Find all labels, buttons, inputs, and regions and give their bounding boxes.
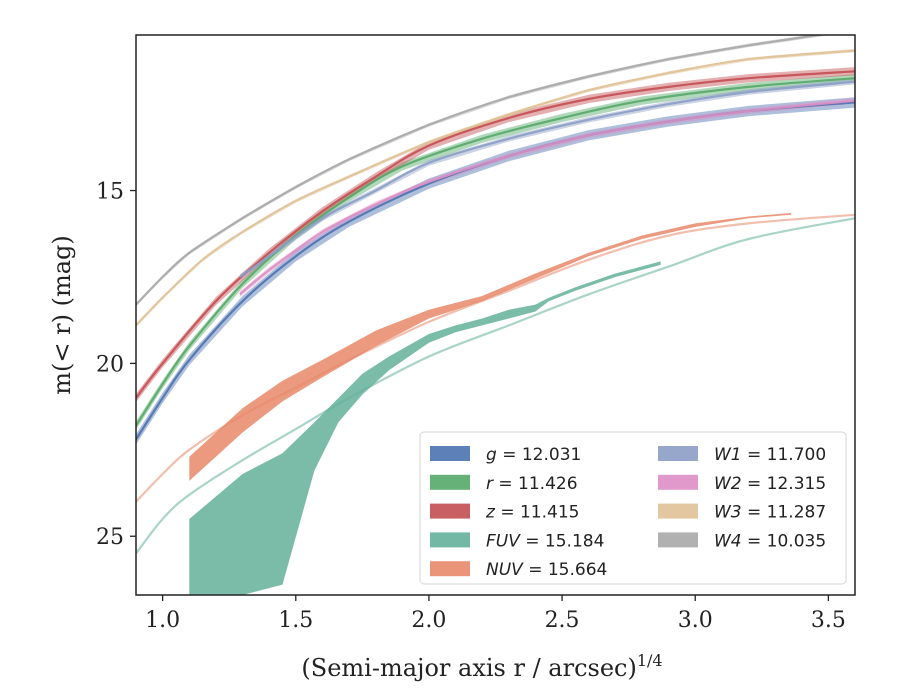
series-bands <box>136 35 855 595</box>
band-z <box>136 67 855 403</box>
line-w1 <box>239 80 855 278</box>
y-axis: 15 20 25 <box>96 180 136 550</box>
legend-swatch <box>430 532 470 548</box>
legend-swatch <box>430 503 470 519</box>
legend-label: W3 = 11.287 <box>714 503 826 523</box>
legend-label: g = 12.031 <box>486 445 581 465</box>
band-w4 <box>136 35 832 307</box>
legend-label: W4 = 10.035 <box>714 531 826 551</box>
legend-swatch <box>658 446 698 461</box>
legend-swatch <box>658 474 698 490</box>
x-tick-label: 2.5 <box>545 608 580 633</box>
x-axis-title: (Semi-major axis r / arcsec)1/4 <box>301 651 662 682</box>
x-tick-label: 3.5 <box>811 608 846 633</box>
y-axis-title: m(< r) (mag) <box>48 235 76 394</box>
y-tick-label: 15 <box>96 180 124 205</box>
line-fuv-extended <box>136 217 855 555</box>
band-g <box>136 97 855 445</box>
x-tick-label: 1.0 <box>145 608 180 633</box>
legend-item-w4: W4 = 10.035 <box>658 531 826 551</box>
legend-swatch <box>658 532 698 548</box>
x-axis: 1.0 1.5 2.0 2.5 3.0 3.5 <box>145 595 846 633</box>
legend-label: NUV = 15.664 <box>486 560 607 580</box>
legend-item-w1: W1 = 11.700 <box>658 445 826 465</box>
band-fuv <box>189 261 661 595</box>
x-tick-label: 3.0 <box>678 608 713 633</box>
line-w3 <box>136 49 855 327</box>
legend-swatch <box>430 561 470 577</box>
x-axis-title-superscript: 1/4 <box>637 651 663 670</box>
legend-swatch <box>658 503 698 519</box>
x-tick-label: 2.0 <box>411 608 446 633</box>
legend-label: W2 = 12.315 <box>714 474 826 494</box>
legend-label: FUV = 15.184 <box>486 531 604 551</box>
y-tick-label: 20 <box>96 352 124 377</box>
legend-item-g: g = 12.031 <box>430 445 581 465</box>
series-lines <box>136 35 855 555</box>
x-tick-label: 1.5 <box>278 608 313 633</box>
line-g <box>136 101 855 440</box>
legend-label: W1 = 11.700 <box>714 445 826 465</box>
line-nuv-extended <box>136 213 855 503</box>
legend-frame <box>419 431 847 585</box>
legend-item-fuv: FUV = 15.184 <box>430 531 604 551</box>
legend-item-w2: W2 = 12.315 <box>658 474 826 494</box>
legend-label: z = 11.415 <box>485 503 579 523</box>
plot-frame <box>135 34 856 596</box>
legend-label: r = 11.426 <box>486 474 578 494</box>
line-r <box>136 77 855 427</box>
line-z <box>136 70 855 399</box>
legend-item-w3: W3 = 11.287 <box>658 503 826 523</box>
line-w2 <box>239 99 855 296</box>
line-w4 <box>136 35 827 306</box>
legend: g = 12.031 r = 11.426 z = 11.415 FUV = 15.1… <box>419 431 847 585</box>
band-r <box>136 74 855 430</box>
legend-swatch <box>430 446 470 461</box>
legend-item-nuv: NUV = 15.664 <box>430 560 607 580</box>
legend-item-r: r = 11.426 <box>430 474 578 494</box>
legend-item-z: z = 11.415 <box>430 503 579 523</box>
y-tick-label: 25 <box>96 525 124 550</box>
legend-swatch <box>430 474 470 490</box>
